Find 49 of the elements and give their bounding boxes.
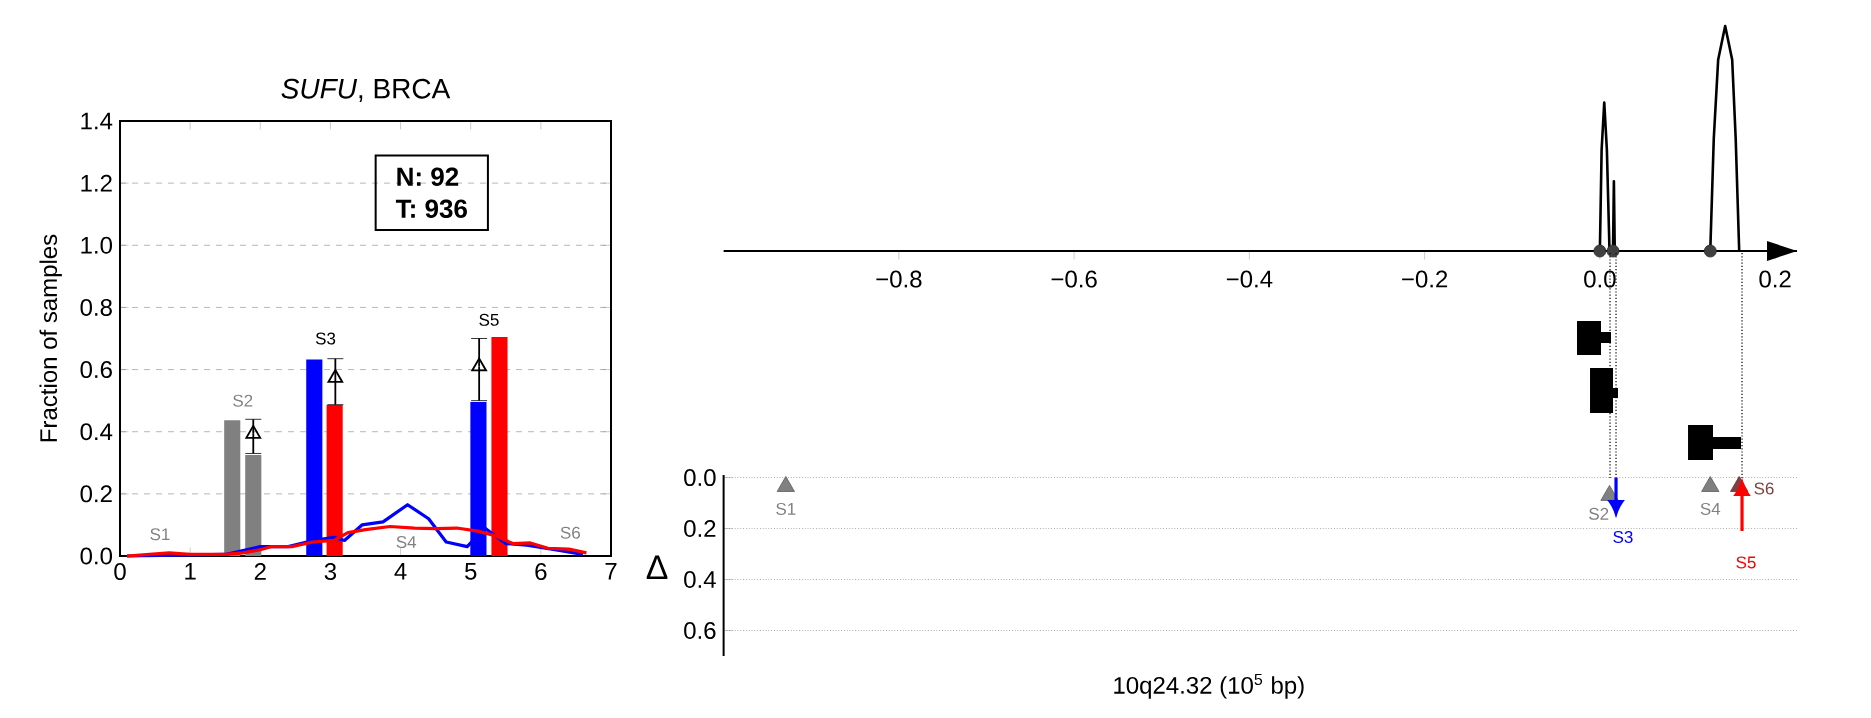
annotation: S3 <box>1613 530 1633 543</box>
annotation: S2 <box>233 394 253 407</box>
y-tick-label: 1.0 <box>81 236 113 254</box>
x-tick-label: 7 <box>605 563 617 580</box>
series-label: S4 <box>1700 502 1721 515</box>
series-label: S6 <box>1754 482 1774 495</box>
y-tick-label: 0.0 <box>80 547 113 565</box>
x-tick-label: 0.2 <box>1759 270 1791 288</box>
x-tick-label: 4 <box>394 563 407 580</box>
annotation: S1 <box>150 528 170 541</box>
annotation: N: 92 <box>397 167 459 186</box>
x-tick-label: 0 <box>114 563 126 581</box>
annotation: T: 936 <box>395 199 467 218</box>
y-tick-label: 1.4 <box>81 112 113 130</box>
x-axis-title: 10q24.32 (10$^{5}$ bp) <box>1114 673 1304 699</box>
bar <box>245 455 262 556</box>
y-tick-label: 0.2 <box>80 485 112 503</box>
x-tick-label: 1 <box>185 563 196 580</box>
x-tick-label: 0.0 <box>1584 270 1616 288</box>
annotation: S5 <box>1736 556 1756 569</box>
point <box>471 357 487 372</box>
bar <box>224 420 241 556</box>
y-tick-label: 0.4 <box>80 423 113 441</box>
annotation: S3 <box>315 332 336 345</box>
annotation: S6 <box>560 526 580 539</box>
y-tick-label: 0.4 <box>684 571 716 589</box>
x-tick-label: 3 <box>324 563 337 581</box>
y-tick-label: 0.0 <box>684 469 716 487</box>
x-tick-label: 5 <box>465 563 477 580</box>
y-tick-label: 0.6 <box>80 361 112 379</box>
point <box>327 369 344 383</box>
x-tick-label: 6 <box>535 563 547 581</box>
y-tick-label: 1.2 <box>81 174 112 192</box>
chart-title: SUFU, BRCA <box>281 78 451 102</box>
series-label: S1 <box>776 502 796 515</box>
x-tick-label: −0.6 <box>1051 270 1097 288</box>
y-axis-title: Fraction of samples <box>39 234 62 442</box>
series-label: S2 <box>1589 507 1609 520</box>
annotation: S4 <box>396 536 417 549</box>
x-tick-label: −0.4 <box>1226 270 1273 288</box>
y-tick-label: 0.6 <box>684 622 716 639</box>
point <box>245 424 262 439</box>
x-tick-label: −0.8 <box>876 270 922 288</box>
y-axis-title: Δ <box>646 555 668 580</box>
y-tick-label: 0.8 <box>80 298 112 316</box>
x-tick-label: −0.2 <box>1402 270 1448 288</box>
y-tick-label: 0.2 <box>684 520 716 538</box>
annotation: S5 <box>479 313 499 326</box>
x-tick-label: 2 <box>254 563 266 580</box>
